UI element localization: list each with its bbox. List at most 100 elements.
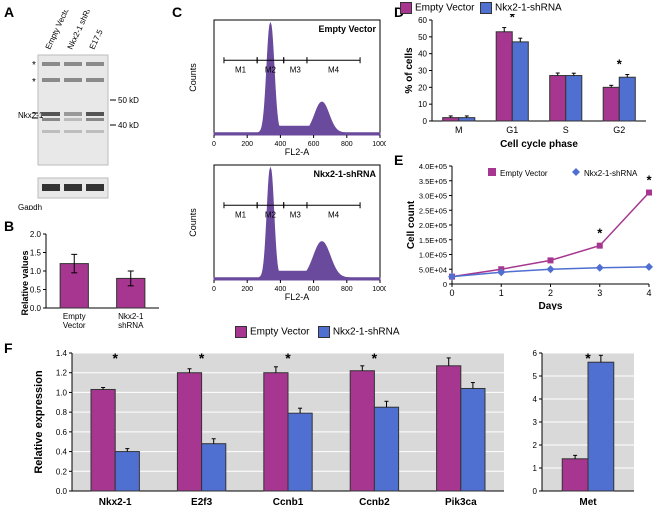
svg-text:800: 800: [341, 141, 353, 148]
svg-text:M: M: [455, 125, 463, 135]
svg-text:Empty Vector: Empty Vector: [500, 169, 548, 178]
svg-text:40: 40: [418, 50, 427, 59]
svg-text:0: 0: [423, 117, 428, 126]
svg-text:0: 0: [533, 487, 538, 496]
svg-text:0: 0: [443, 280, 447, 289]
svg-text:4.0E+05: 4.0E+05: [419, 162, 447, 171]
svg-text:Days: Days: [539, 301, 563, 310]
svg-text:1.5: 1.5: [30, 249, 42, 258]
svg-text:*: *: [617, 57, 623, 72]
svg-text:600: 600: [308, 286, 320, 293]
svg-text:G1: G1: [506, 125, 518, 135]
svg-text:Counts: Counts: [188, 208, 198, 237]
svg-text:FL2-A: FL2-A: [285, 147, 310, 157]
svg-text:M1: M1: [235, 210, 247, 219]
svg-text:1.0: 1.0: [56, 388, 68, 397]
svg-text:0.5: 0.5: [30, 286, 42, 295]
ast2: *: [32, 77, 36, 88]
panel-F-legend: Empty Vector Nkx2-1-shRNA: [235, 326, 400, 338]
svg-text:1.5E+05: 1.5E+05: [419, 236, 447, 245]
panel-C: M1M2M3M4Empty Vector02004006008001000FL2…: [186, 12, 386, 302]
svg-text:20: 20: [418, 83, 427, 92]
svg-text:Cell count: Cell count: [406, 200, 417, 249]
svg-text:FL2-A: FL2-A: [285, 292, 310, 302]
svg-text:G2: G2: [613, 125, 625, 135]
svg-text:0.4: 0.4: [56, 448, 68, 457]
svg-text:Nkx2-1: Nkx2-1: [99, 497, 132, 508]
panel-B: 0.0 0.5 1.0 1.5 2.0 EmptyVector Nkx2-1shRNA Rel…: [18, 228, 163, 338]
svg-text:1.0: 1.0: [30, 267, 42, 276]
legend-F-shrna: Nkx2-1-shRNA: [333, 327, 400, 338]
blot-main: [38, 55, 108, 165]
svg-text:4: 4: [646, 288, 651, 298]
svg-text:Empty: Empty: [63, 312, 86, 321]
svg-text:200: 200: [241, 141, 253, 148]
svg-text:*: *: [510, 14, 516, 25]
svg-text:M2: M2: [265, 210, 277, 219]
svg-text:Empty Vector: Empty Vector: [318, 24, 376, 34]
svg-text:M2: M2: [265, 65, 277, 74]
svg-text:0: 0: [212, 141, 216, 148]
svg-text:0.0: 0.0: [30, 304, 42, 313]
panel-F-met: 0123456*Met: [520, 345, 640, 515]
svg-text:1: 1: [533, 464, 538, 473]
svg-text:M4: M4: [328, 65, 340, 74]
svg-text:0.2: 0.2: [56, 467, 68, 476]
svg-text:*: *: [585, 350, 591, 366]
svg-text:2.0E+05: 2.0E+05: [419, 221, 447, 230]
svg-text:2: 2: [548, 288, 553, 298]
svg-text:Nkx2-1: Nkx2-1: [118, 312, 144, 321]
svg-text:0.8: 0.8: [56, 408, 68, 417]
svg-text:0: 0: [449, 288, 454, 298]
svg-text:800: 800: [341, 286, 353, 293]
svg-text:1: 1: [499, 288, 504, 298]
svg-text:Ccnb1: Ccnb1: [273, 497, 304, 508]
svg-text:2.0: 2.0: [30, 230, 42, 239]
svg-text:0.0: 0.0: [56, 487, 68, 496]
nkx21-label: Nkx2-1: [18, 111, 44, 120]
mw-40: 40 kD: [118, 121, 139, 130]
svg-text:M1: M1: [235, 65, 247, 74]
svg-text:*: *: [112, 350, 118, 366]
svg-text:M4: M4: [328, 210, 340, 219]
svg-text:1000: 1000: [372, 286, 386, 293]
svg-text:Nkx2-1-shRNA: Nkx2-1-shRNA: [584, 169, 638, 178]
svg-text:Nkx2-1-shRNA: Nkx2-1-shRNA: [313, 169, 376, 179]
svg-text:M3: M3: [290, 210, 302, 219]
svg-text:60: 60: [418, 16, 427, 25]
svg-text:30: 30: [418, 67, 427, 76]
svg-text:1.4: 1.4: [56, 349, 68, 358]
svg-text:2: 2: [533, 441, 538, 450]
label-B: B: [4, 218, 14, 234]
svg-text:*: *: [199, 350, 205, 366]
svg-text:S: S: [563, 125, 569, 135]
svg-text:Relative values: Relative values: [20, 250, 30, 315]
label-F: F: [4, 340, 13, 356]
svg-text:3: 3: [533, 418, 538, 427]
svg-text:0.6: 0.6: [56, 428, 68, 437]
label-A: A: [4, 4, 14, 20]
svg-text:Vector: Vector: [63, 321, 86, 330]
legend-shrna: Nkx2-1-shRNA: [495, 3, 562, 14]
legend-F-empty: Empty Vector: [250, 327, 309, 338]
svg-text:Met: Met: [579, 497, 597, 508]
svg-text:10: 10: [418, 100, 427, 109]
figure: A Empty Vector Nkx2-1 shRNA E17.5 * * 50…: [0, 0, 661, 520]
svg-text:5.0E+04: 5.0E+04: [419, 265, 447, 274]
gapdh-label: Gapdh: [18, 203, 42, 210]
legend-empty: Empty Vector: [415, 3, 474, 14]
svg-text:50: 50: [418, 33, 427, 42]
panel-D: 0102030405060M*G1S*G2Cell cycle phase% o…: [400, 14, 650, 149]
panel-A: Empty Vector Nkx2-1 shRNA E17.5 * * 50 k…: [18, 10, 168, 210]
svg-text:200: 200: [241, 286, 253, 293]
svg-text:shRNA: shRNA: [118, 321, 144, 330]
svg-text:Relative expression: Relative expression: [33, 370, 45, 474]
svg-text:6: 6: [533, 349, 538, 358]
svg-text:E2f3: E2f3: [191, 497, 213, 508]
svg-text:*: *: [646, 173, 652, 188]
svg-text:Pik3ca: Pik3ca: [445, 497, 477, 508]
svg-text:Counts: Counts: [188, 63, 198, 92]
svg-text:*: *: [597, 226, 603, 241]
label-C: C: [172, 4, 182, 20]
mw-50: 50 kD: [118, 96, 139, 105]
